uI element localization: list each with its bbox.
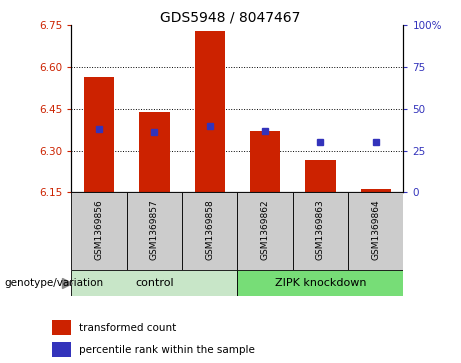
Bar: [182, 192, 237, 270]
Text: transformed count: transformed count: [79, 323, 176, 333]
Text: percentile rank within the sample: percentile rank within the sample: [79, 344, 254, 355]
Text: GSM1369857: GSM1369857: [150, 200, 159, 260]
Text: ZIPK knockdown: ZIPK knockdown: [275, 278, 366, 288]
Text: GSM1369856: GSM1369856: [95, 200, 104, 260]
Bar: [361, 189, 391, 192]
Bar: [293, 192, 348, 270]
Bar: [195, 31, 225, 192]
Bar: [127, 192, 182, 270]
Text: GDS5948 / 8047467: GDS5948 / 8047467: [160, 11, 301, 25]
Text: GSM1369862: GSM1369862: [260, 200, 270, 260]
Bar: [305, 160, 336, 192]
Bar: [71, 192, 127, 270]
Bar: [348, 192, 403, 270]
Text: control: control: [135, 278, 174, 288]
Text: genotype/variation: genotype/variation: [5, 278, 104, 288]
Bar: [237, 192, 293, 270]
Bar: [237, 270, 403, 296]
Bar: [250, 131, 280, 192]
Bar: [84, 77, 114, 192]
Bar: [52, 342, 71, 357]
Bar: [139, 112, 170, 192]
Text: GSM1369864: GSM1369864: [371, 200, 380, 260]
Text: GSM1369858: GSM1369858: [205, 200, 214, 260]
Text: GSM1369863: GSM1369863: [316, 200, 325, 260]
Bar: [71, 270, 237, 296]
Bar: [52, 320, 71, 335]
